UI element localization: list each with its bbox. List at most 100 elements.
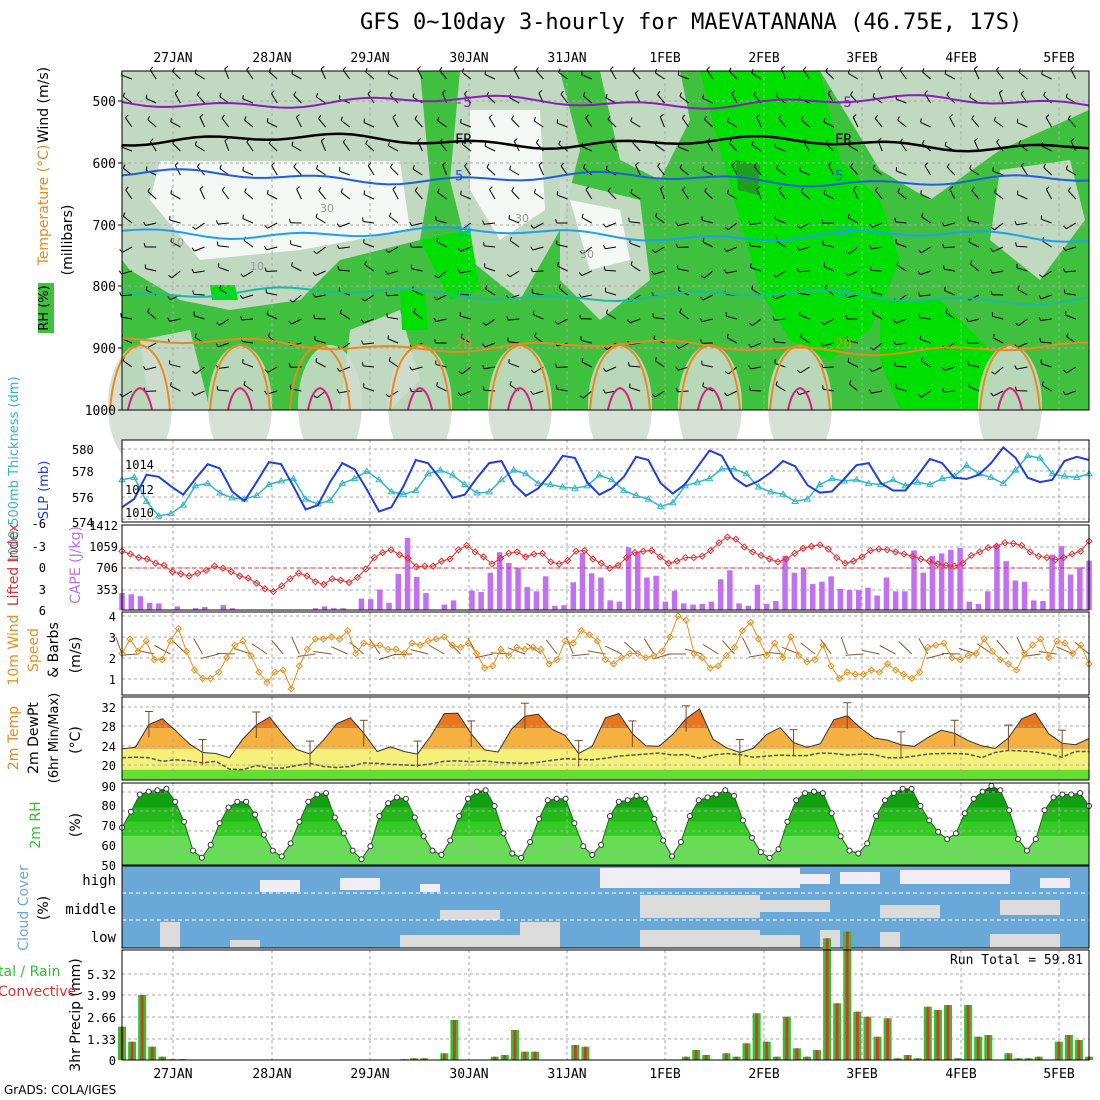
wind-barb-flag xyxy=(367,90,372,95)
li-point xyxy=(1043,553,1051,562)
li-point xyxy=(404,554,412,562)
wind-barb xyxy=(1018,71,1028,80)
wind-barb xyxy=(823,121,835,128)
rh-point xyxy=(882,797,888,804)
wind-barb-flag xyxy=(219,285,222,290)
surface-wind-barb xyxy=(507,647,526,655)
wind-barb-flag xyxy=(635,90,639,94)
wind-barb xyxy=(852,188,859,200)
thickness-point xyxy=(460,480,469,488)
thickness-point xyxy=(167,509,175,517)
li-point xyxy=(673,557,681,565)
isotherm-line xyxy=(121,286,1090,306)
wind-speed-point xyxy=(263,678,271,687)
wind-barb xyxy=(392,117,399,128)
wind-barb xyxy=(850,166,859,176)
wind-barb-flag xyxy=(271,90,275,94)
wind-barb xyxy=(871,366,883,373)
wind-barb xyxy=(726,390,738,397)
thickness-point xyxy=(228,493,237,501)
wind-barb xyxy=(996,69,1004,80)
wind-barb-flag xyxy=(170,237,173,242)
thickness-point xyxy=(668,498,677,506)
wind-barb-flag xyxy=(557,262,559,267)
precip-convective-bar xyxy=(161,1056,164,1060)
wind-speed-point xyxy=(247,651,255,660)
wind-barb xyxy=(389,215,399,224)
wind-barb xyxy=(872,96,883,104)
cape-bar xyxy=(1021,581,1028,610)
wind-barb xyxy=(604,269,617,272)
wind-barb-flag xyxy=(194,141,197,146)
rh-point xyxy=(314,791,321,798)
wind-barb xyxy=(606,313,617,320)
wind-barb xyxy=(147,311,157,320)
wind-barb xyxy=(875,189,883,200)
wind-barb xyxy=(243,240,254,248)
wind-barb-flag xyxy=(315,357,318,362)
precip-convective-bar xyxy=(1007,1053,1010,1060)
wind-barb-flag xyxy=(1062,391,1066,396)
precip-convective-bar xyxy=(574,1045,577,1060)
wind-barb-flag xyxy=(748,220,751,225)
rh-point xyxy=(402,795,409,802)
cape-bar xyxy=(192,608,199,610)
wind-barb xyxy=(750,389,762,392)
cape-bar xyxy=(515,567,521,610)
rh-contour-label: 30 xyxy=(320,202,334,215)
wind-barb-flag xyxy=(772,295,776,300)
wind-barb xyxy=(629,387,641,392)
wind-barb xyxy=(509,270,520,278)
wind-barb-flag xyxy=(1067,115,1071,120)
wind-barb-flag xyxy=(125,186,129,191)
rh-point xyxy=(819,790,826,797)
wind-barb-flag xyxy=(320,138,325,142)
wind-barb-flag xyxy=(949,186,954,190)
wind-barb-flag xyxy=(775,381,778,386)
cape-bar xyxy=(690,604,696,610)
wind-speed-point xyxy=(674,612,682,620)
wind-barb-flag xyxy=(869,346,874,351)
wind-barb xyxy=(750,366,762,370)
wind-barb-flag xyxy=(147,308,150,313)
li-point xyxy=(210,562,219,570)
li-point xyxy=(614,561,622,570)
thickness-point xyxy=(265,480,273,488)
cape-bar xyxy=(671,590,678,610)
li-point xyxy=(446,555,454,563)
wind-barb xyxy=(581,74,592,80)
wind-barb-flag xyxy=(118,270,122,275)
wind-barb-flag xyxy=(702,94,704,99)
thickness-point xyxy=(925,480,934,488)
wind-barb-flag xyxy=(990,248,994,252)
li-point xyxy=(547,558,555,566)
rh-point xyxy=(385,800,392,807)
rh-point xyxy=(686,813,693,820)
thickness-point xyxy=(913,478,922,485)
cape-bar xyxy=(607,600,613,610)
wind-barb xyxy=(461,366,472,375)
wind-barb-flag xyxy=(756,114,761,118)
wind-barb xyxy=(293,166,302,176)
precip-panel-bg xyxy=(122,950,1089,1060)
wind-barb-flag xyxy=(941,222,945,227)
li-point xyxy=(563,556,572,565)
rh-point xyxy=(1006,807,1013,814)
wind-barb xyxy=(968,220,980,224)
wind-barb-flag xyxy=(778,186,782,191)
wind-barb-flag xyxy=(417,138,422,142)
rh-point xyxy=(482,787,489,794)
rh-point xyxy=(456,813,463,820)
rh-moist-region xyxy=(420,230,480,300)
wind-barb xyxy=(653,270,665,275)
wind-barb xyxy=(629,365,641,368)
cape-bar xyxy=(414,576,420,610)
wind-speed-point xyxy=(972,649,980,658)
wind-speed-point xyxy=(746,618,755,627)
surface-wind-barb xyxy=(369,638,381,655)
rh-moist-region xyxy=(400,290,428,330)
thickness-point xyxy=(350,474,359,482)
wind-barb xyxy=(994,120,1004,128)
wind-barb xyxy=(778,189,786,200)
wind-barb-flag xyxy=(918,313,921,318)
